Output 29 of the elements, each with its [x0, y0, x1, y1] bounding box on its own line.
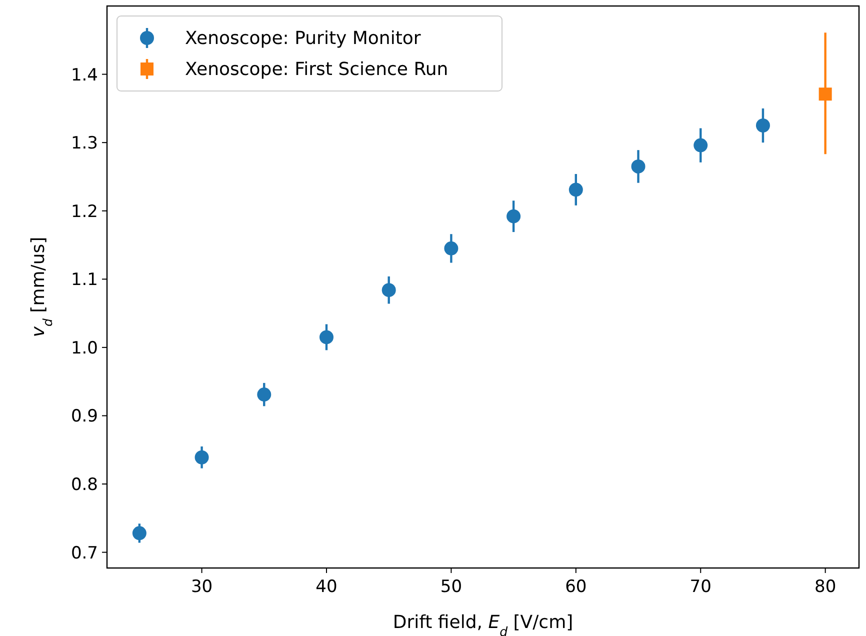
point — [631, 159, 646, 174]
x-tick-label: 70 — [690, 577, 712, 597]
y-tick-label: 1.3 — [70, 134, 98, 154]
point — [382, 283, 396, 298]
x-tick-label: 80 — [814, 577, 836, 597]
x-tick-label: 60 — [565, 577, 587, 597]
point — [444, 241, 458, 256]
x-axis-title: Drift field, E$_{d}$ [V/cm] — [392, 612, 574, 636]
point — [568, 182, 583, 197]
y-tick-label: 1.1 — [70, 270, 98, 290]
point — [319, 330, 334, 344]
point — [257, 388, 272, 402]
point — [132, 526, 146, 540]
legend-label: Xenoscope: Purity Monitor — [185, 28, 422, 49]
point — [756, 118, 770, 132]
x-tick-label: 30 — [190, 577, 213, 597]
x-tick-label: 50 — [440, 577, 462, 597]
y-tick-label: 0.8 — [70, 475, 98, 496]
y-tick-label: 1.0 — [70, 338, 98, 358]
x-tick-label: 40 — [316, 577, 338, 597]
y-tick-label: 1.4 — [70, 65, 98, 86]
legend-label: Xenoscope: First Science Run — [185, 59, 448, 80]
point — [506, 209, 521, 224]
point — [818, 88, 832, 101]
point — [194, 450, 209, 464]
point — [694, 138, 708, 152]
y-tick-label: 0.7 — [70, 543, 98, 564]
y-tick-label: 1.2 — [70, 202, 98, 222]
y-tick-label: 0.9 — [70, 406, 98, 427]
